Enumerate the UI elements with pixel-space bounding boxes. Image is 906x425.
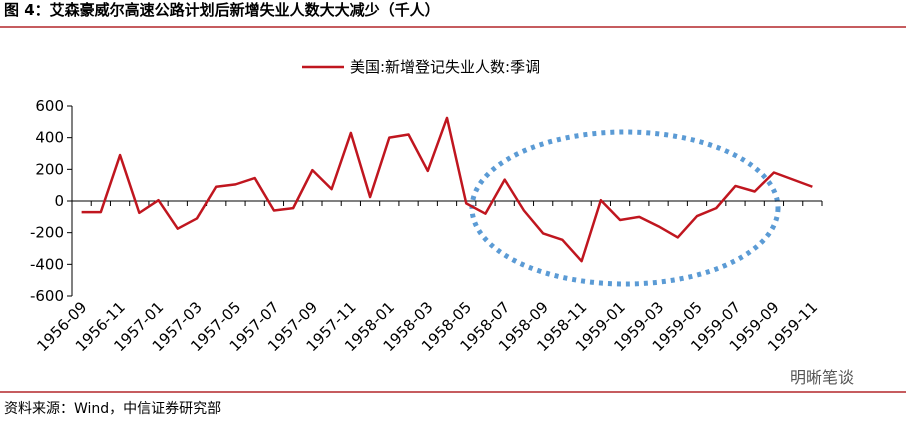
highlight-ellipse xyxy=(469,129,781,287)
y-tick-label: -400 xyxy=(30,255,64,273)
y-tick-label: -200 xyxy=(30,224,64,242)
y-tick-label: 600 xyxy=(35,97,64,115)
y-tick-label: 400 xyxy=(35,129,64,147)
watermark: 明晰笔谈 xyxy=(790,368,854,387)
page-title: 图 4：艾森豪威尔高速公路计划后新增失业人数大大减少（千人） xyxy=(4,1,440,19)
source: 资料来源：Wind，中信证券研究部 xyxy=(4,401,221,417)
line-series xyxy=(81,116,813,263)
y-tick-label: 0 xyxy=(54,192,64,210)
legend-label: 美国:新增登记失业人数:季调 xyxy=(350,58,540,76)
y-tick-label: -600 xyxy=(30,287,64,305)
y-tick-label: 200 xyxy=(35,160,64,178)
